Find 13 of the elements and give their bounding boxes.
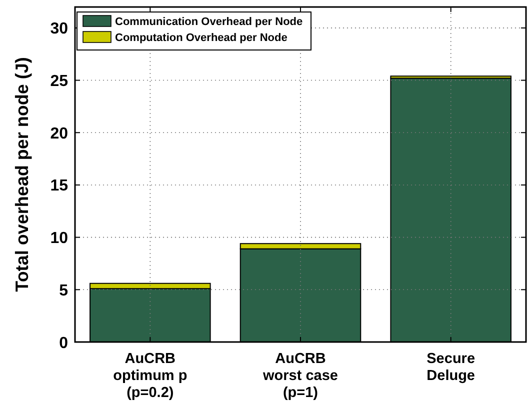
y-tick-label: 0	[59, 334, 68, 352]
legend-label: Communication Overhead per Node	[115, 16, 303, 28]
y-tick-label: 10	[50, 230, 68, 248]
y-tick-label: 5	[59, 282, 68, 300]
x-tick-label: AuCRB worst case (p=1)	[262, 351, 338, 401]
y-tick-label: 25	[50, 73, 68, 90]
x-tick-label: Secure Deluge	[426, 351, 476, 384]
x-tick-label: AuCRB optimum p (p=0.2)	[113, 351, 188, 401]
legend-label: Computation Overhead per Node	[115, 32, 288, 44]
y-axis-title: Total overhead per node (J)	[12, 57, 32, 292]
y-tick-label: 20	[50, 125, 68, 142]
y-tick-label: 30	[50, 20, 68, 38]
y-tick-label: 15	[50, 178, 68, 195]
